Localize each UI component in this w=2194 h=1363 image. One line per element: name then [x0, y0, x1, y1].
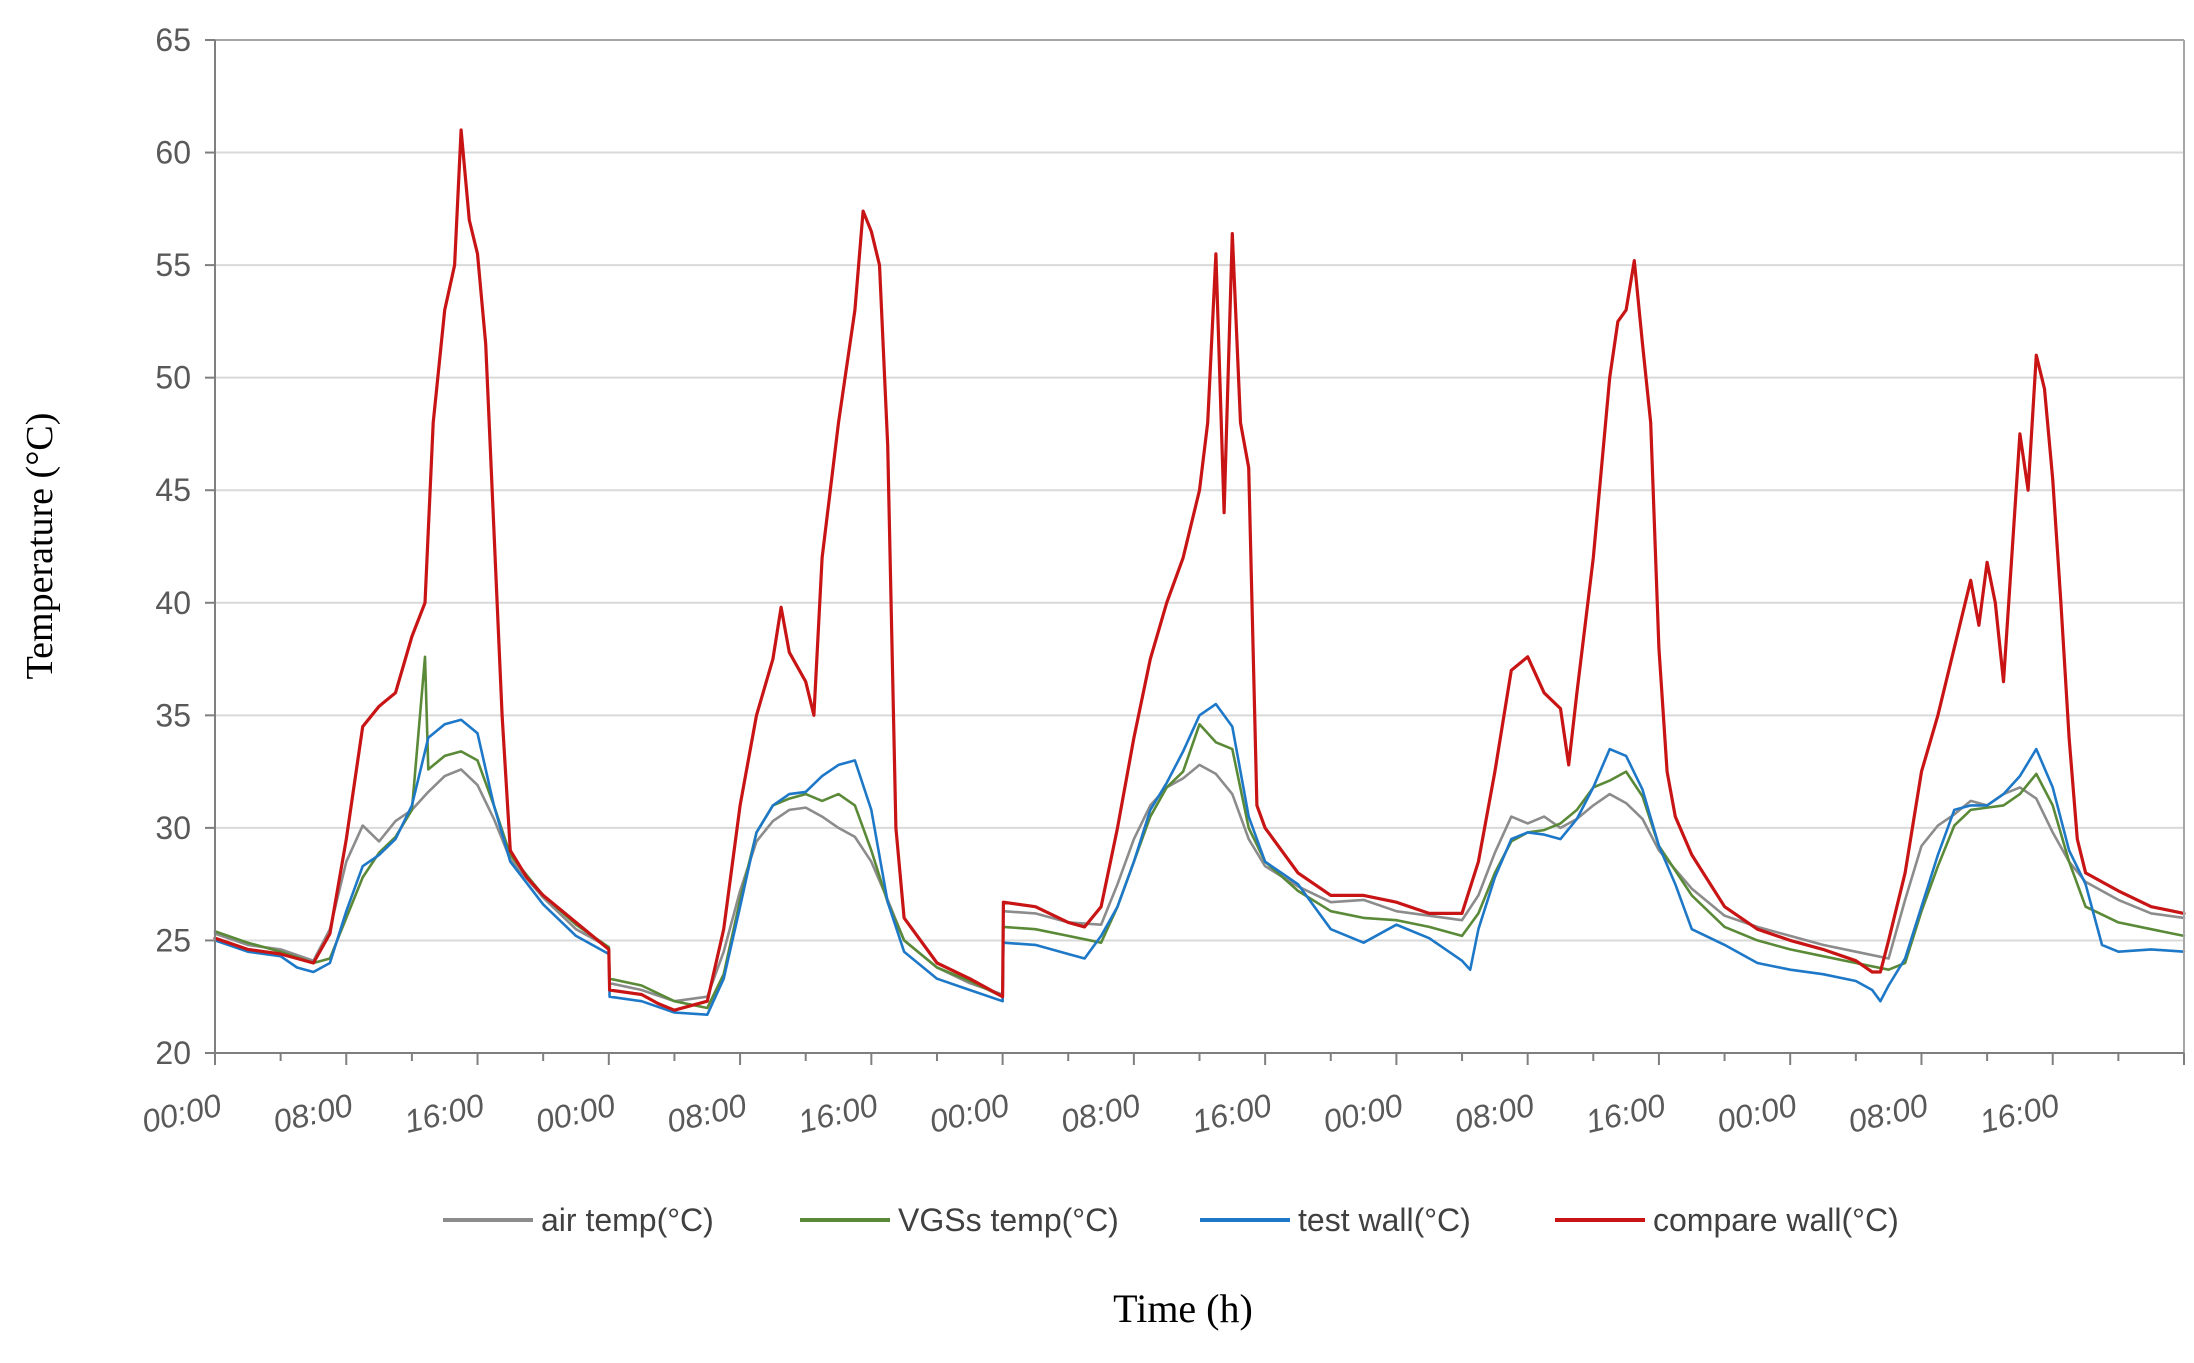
- y-tick-label: 50: [155, 360, 191, 396]
- x-tick-label: 16:00: [795, 1087, 881, 1140]
- x-tick-label: 00:00: [138, 1087, 224, 1140]
- x-tick-label: 08:00: [270, 1087, 356, 1140]
- y-tick-label: 65: [155, 22, 191, 58]
- legend-label: test wall(°C): [1298, 1202, 1471, 1238]
- x-tick-label: 08:00: [1057, 1087, 1143, 1140]
- x-tick-label: 16:00: [1976, 1087, 2062, 1140]
- x-tick-label: 00:00: [1714, 1087, 1800, 1140]
- x-tick-label: 08:00: [664, 1087, 750, 1140]
- legend-label: air temp(°C): [541, 1202, 714, 1238]
- y-tick-label: 60: [155, 135, 191, 171]
- x-tick-label: 16:00: [1189, 1087, 1275, 1140]
- y-axis-title: Temperature (°C): [19, 413, 61, 680]
- legend-label: compare wall(°C): [1653, 1202, 1899, 1238]
- x-tick-label: 00:00: [1320, 1087, 1406, 1140]
- series-line-compare-wall: [213, 128, 2186, 1012]
- y-tick-label: 20: [155, 1035, 191, 1071]
- y-tick-label: 35: [155, 697, 191, 733]
- y-tick-label: 25: [155, 922, 191, 958]
- x-tick-label: 00:00: [532, 1087, 618, 1140]
- y-tick-label: 40: [155, 585, 191, 621]
- axes: [205, 39, 2185, 1065]
- x-tick-label: 08:00: [1451, 1087, 1537, 1140]
- y-tick-label: 30: [155, 810, 191, 846]
- series-line-test-wall: [213, 702, 2186, 1017]
- x-tick-label: 00:00: [926, 1087, 1012, 1140]
- x-tick-label: 16:00: [1582, 1087, 1668, 1140]
- x-axis-title: Time (h): [1113, 1286, 1253, 1331]
- series-line-air-temp: [213, 763, 2186, 1003]
- series-lines: [213, 128, 2186, 1017]
- x-tick-label: 16:00: [401, 1087, 487, 1140]
- legend-label: VGSs temp(°C): [898, 1202, 1119, 1238]
- legend: air temp(°C) VGSs temp(°C) test wall(°C) co…: [443, 1202, 1899, 1238]
- x-tick-label: 08:00: [1845, 1087, 1931, 1140]
- y-tick-label: 55: [155, 247, 191, 283]
- y-tick-label: 45: [155, 472, 191, 508]
